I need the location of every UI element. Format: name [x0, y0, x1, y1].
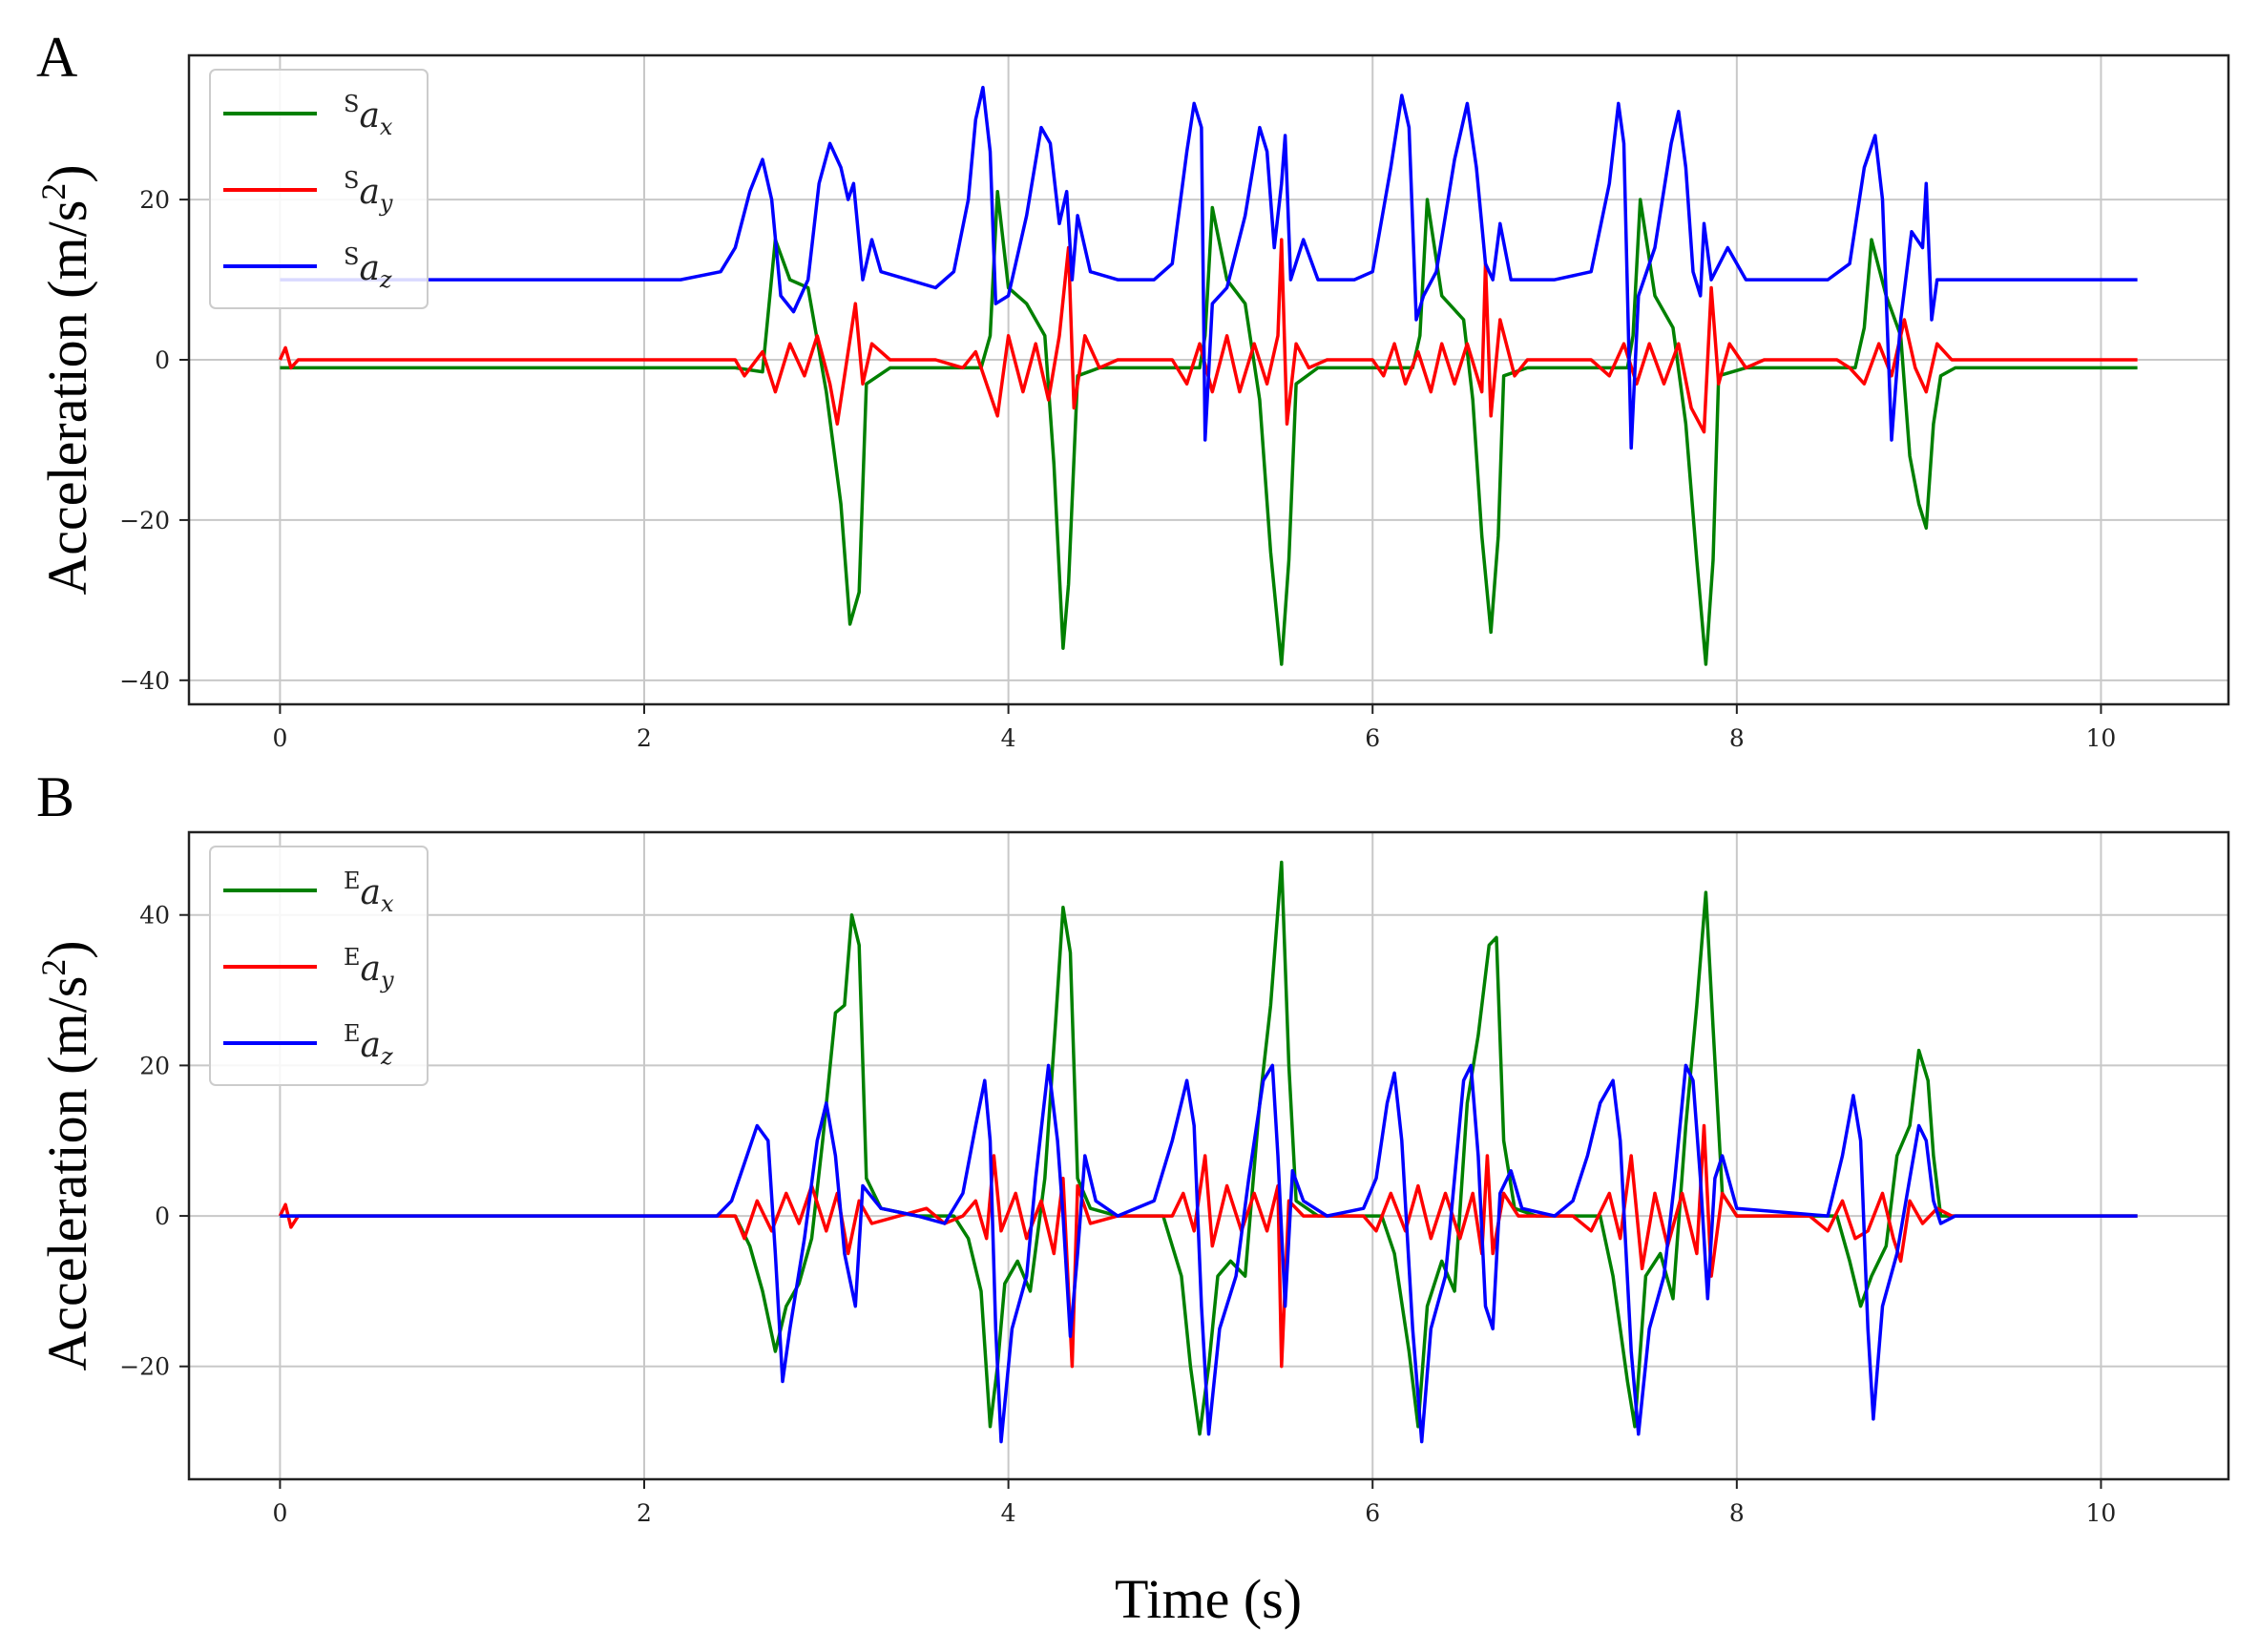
legend-label-sax: Sax — [344, 91, 393, 140]
y-tick-label: −20 — [119, 1353, 170, 1381]
legend-axis: x — [381, 890, 394, 917]
legend-frame: S — [344, 243, 359, 270]
y-tick-label: 0 — [155, 1202, 170, 1230]
legend-frame: E — [344, 1020, 361, 1047]
y-tick-label: 0 — [155, 346, 170, 374]
legend-symbol: a — [361, 950, 381, 989]
legend-label-eay: Eay — [344, 944, 394, 993]
y-tick-label: 20 — [139, 186, 170, 214]
legend-axis: y — [379, 190, 393, 217]
x-tick-label: 10 — [2086, 724, 2117, 752]
panel-a-ylabel: Acceleration (m/s2) — [34, 164, 98, 595]
panel-a-frame — [187, 53, 2230, 706]
panel-b-ticks: 0 2 4 6 8 10 −20 0 20 40 — [119, 902, 2116, 1527]
panel-b-grid — [189, 832, 2228, 1479]
x-tick-label: 4 — [1001, 724, 1016, 752]
y-tick-label: −20 — [119, 507, 170, 534]
x-tick-label: 6 — [1365, 724, 1380, 752]
x-tick-label: 8 — [1729, 724, 1745, 752]
x-tick-label: 6 — [1365, 1499, 1380, 1527]
legend-symbol: a — [359, 173, 379, 212]
legend-box — [209, 846, 429, 1086]
x-tick-label: 0 — [272, 1499, 287, 1527]
x-tick-label: 10 — [2086, 1499, 2117, 1527]
panel-a: A 0 2 4 6 8 10 −40 −20 0 20 Acceleration (m/s2) S… — [34, 26, 2230, 752]
x-tick-label: 2 — [637, 1499, 652, 1527]
panel-b-letter: B — [36, 765, 74, 828]
legend-symbol: a — [359, 96, 379, 136]
x-tick-label: 2 — [637, 724, 652, 752]
x-tick-label: 8 — [1729, 1499, 1745, 1527]
series-line-sax — [280, 189, 2138, 666]
legend-frame: S — [344, 167, 359, 194]
panel-b: B 0 2 4 6 8 10 −20 0 20 40 Acceleration (m/s2) Ea… — [34, 765, 2230, 1527]
series-line-say — [278, 238, 2138, 434]
legend-frame: E — [344, 868, 361, 894]
x-tick-label: 4 — [1001, 1499, 1016, 1527]
x-tick-label: 0 — [272, 724, 287, 752]
legend-label-eaz: Eaz — [344, 1020, 393, 1070]
legend-frame: E — [344, 944, 361, 971]
series-line-saz — [280, 85, 2138, 450]
legend-box — [209, 69, 429, 309]
legend-label-eax: Eax — [344, 868, 394, 917]
y-tick-label: 40 — [139, 902, 170, 930]
y-tick-label: −40 — [119, 667, 170, 695]
legend-axis: x — [380, 114, 393, 140]
panel-a-ticks: 0 2 4 6 8 10 −40 −20 0 20 — [119, 186, 2116, 752]
y-tick-label: 20 — [139, 1052, 170, 1079]
panel-b-frame — [187, 830, 2230, 1481]
series-line-eaz — [280, 1063, 2138, 1444]
x-axis-title: Time (s) — [1115, 1568, 1302, 1630]
legend-symbol: a — [361, 1026, 381, 1065]
series-line-eax — [280, 860, 2138, 1436]
panel-a-letter: A — [36, 26, 77, 89]
legend-axis: z — [380, 1043, 393, 1070]
legend-frame: S — [344, 91, 359, 117]
legend-label-saz: Saz — [344, 243, 392, 293]
legend-label-say: Say — [344, 167, 393, 217]
legend-axis: y — [380, 967, 394, 993]
series-line-eay — [278, 1123, 2138, 1369]
legend-axis: z — [379, 266, 392, 293]
panel-b-series — [278, 860, 2138, 1444]
legend-symbol: a — [361, 873, 381, 912]
legend-symbol: a — [359, 249, 379, 288]
panel-b-ylabel: Acceleration (m/s2) — [34, 940, 98, 1370]
panel-a-series — [278, 85, 2138, 666]
